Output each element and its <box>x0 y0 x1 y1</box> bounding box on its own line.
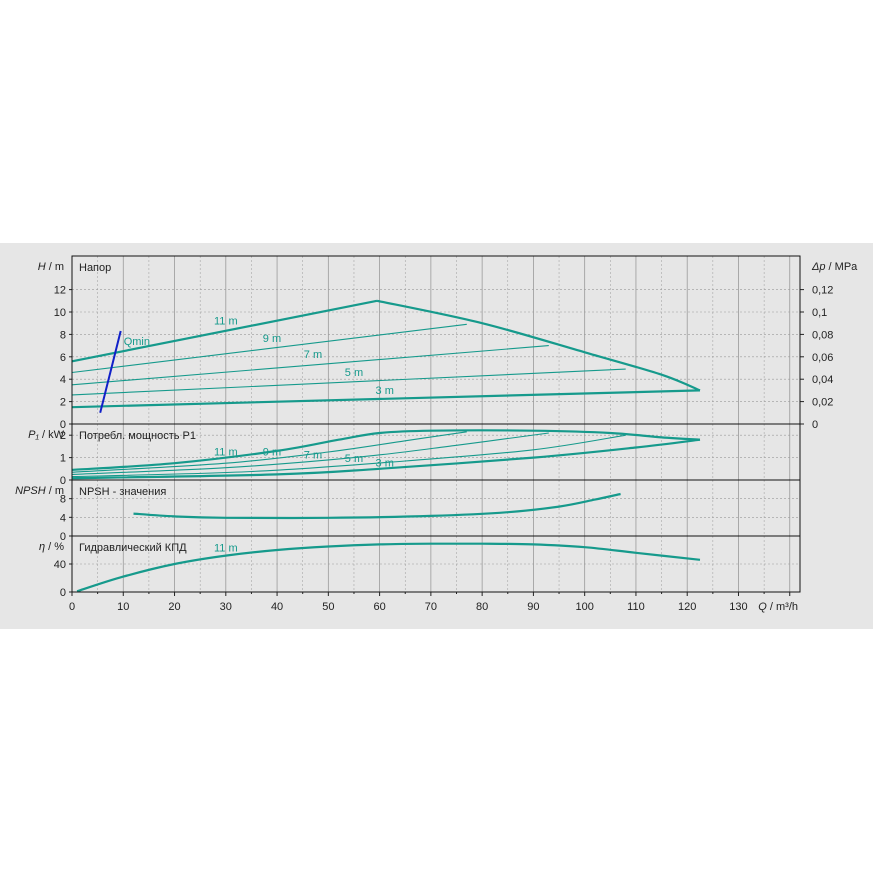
right-tick-label: 0,12 <box>812 285 833 297</box>
x-tick-label: 130 <box>729 601 747 613</box>
curve-label-power-4: 3 m <box>376 458 394 470</box>
x-tick-label: 70 <box>425 601 437 613</box>
qmin-line <box>99 330 122 414</box>
right-tick-label: 0 <box>812 419 818 431</box>
x-tick-label: 120 <box>678 601 696 613</box>
y-axis-title-head: H / m <box>38 261 64 273</box>
series-line-efficiency-0 <box>76 542 701 593</box>
panel-title-efficiency: Гидравлический КПД <box>79 542 187 554</box>
x-tick-label: 90 <box>527 601 539 613</box>
series-line-power-2 <box>71 432 549 475</box>
series-line-head-2 <box>71 345 549 386</box>
series-line-power-3 <box>71 434 626 478</box>
y-axis-title-power: P₁ / kW <box>28 429 64 441</box>
y-tick-label-head: 4 <box>60 374 66 386</box>
x-tick-label: 40 <box>271 601 283 613</box>
y-tick-label-efficiency: 40 <box>54 559 66 571</box>
curve-label-power-1: 9 m <box>263 446 281 458</box>
series-line-power-1 <box>71 431 467 473</box>
curve-label-head-0: 11 m <box>214 315 238 327</box>
qmin-label: Qmin <box>124 336 150 348</box>
curve-label-head-3: 5 m <box>345 367 363 379</box>
series-line-head-3 <box>71 368 626 396</box>
panel-frame-efficiency <box>71 535 801 593</box>
right-tick-label: 0,08 <box>812 329 833 341</box>
series-line-npsh-0 <box>133 492 621 520</box>
y-tick-label-npsh: 8 <box>60 494 66 506</box>
curve-label-power-3: 5 m <box>345 453 363 465</box>
y-tick-label-npsh: 4 <box>60 512 66 524</box>
series-line-head-4 <box>71 389 701 409</box>
series-line-head-5 <box>376 299 701 392</box>
panel-title-head: Напор <box>79 262 111 274</box>
curve-label-head-1: 9 m <box>263 333 281 345</box>
panel-title-power: Потребл. мощность P1 <box>79 430 196 442</box>
y-tick-label-head: 0 <box>60 419 66 431</box>
y-tick-label-power: 2 <box>60 430 66 442</box>
y-axis-title-efficiency: η / % <box>39 541 64 553</box>
x-tick-label: 110 <box>627 601 645 613</box>
panel-title-npsh: NPSH - значения <box>79 486 166 498</box>
y-tick-label-head: 10 <box>54 307 66 319</box>
y-tick-label-head: 8 <box>60 329 66 341</box>
y-tick-label-power: 0 <box>60 475 66 487</box>
x-tick-label: 30 <box>220 601 232 613</box>
x-tick-label: 80 <box>476 601 488 613</box>
curve-label-head-4: 3 m <box>376 385 394 397</box>
x-tick-label: 10 <box>117 601 129 613</box>
series-line-head-0 <box>71 299 378 363</box>
curve-label-power-2: 7 m <box>304 450 322 462</box>
panel-frame-npsh <box>71 479 801 537</box>
curve-label-head-2: 7 m <box>304 349 322 361</box>
right-tick-label: 0,04 <box>812 374 833 386</box>
y-tick-label-head: 6 <box>60 352 66 364</box>
series-line-power-0 <box>71 429 701 471</box>
curve-label-power-0: 11 m <box>214 446 238 458</box>
y-tick-label-efficiency: 0 <box>60 587 66 599</box>
x-tick-label: 20 <box>168 601 180 613</box>
x-axis-title: Q / m³/h <box>758 601 798 613</box>
y-tick-label-npsh: 0 <box>60 531 66 543</box>
series-line-power-4 <box>71 438 701 480</box>
x-tick-label: 100 <box>575 601 593 613</box>
curve-label-efficiency-0: 11 m <box>214 542 238 554</box>
right-tick-label: 0,06 <box>812 352 833 364</box>
right-axis-title: Δp / MPa <box>811 261 858 273</box>
right-tick-label: 0,1 <box>812 307 827 319</box>
x-tick-label: 60 <box>373 601 385 613</box>
series-line-head-1 <box>71 323 467 374</box>
y-axis-title-npsh: NPSH / m <box>15 485 64 497</box>
y-tick-label-head: 2 <box>60 397 66 409</box>
y-tick-label-head: 12 <box>54 285 66 297</box>
y-tick-label-power: 1 <box>60 453 66 465</box>
x-tick-label: 0 <box>69 601 75 613</box>
x-tick-label: 50 <box>322 601 334 613</box>
right-tick-label: 0,02 <box>812 397 833 409</box>
